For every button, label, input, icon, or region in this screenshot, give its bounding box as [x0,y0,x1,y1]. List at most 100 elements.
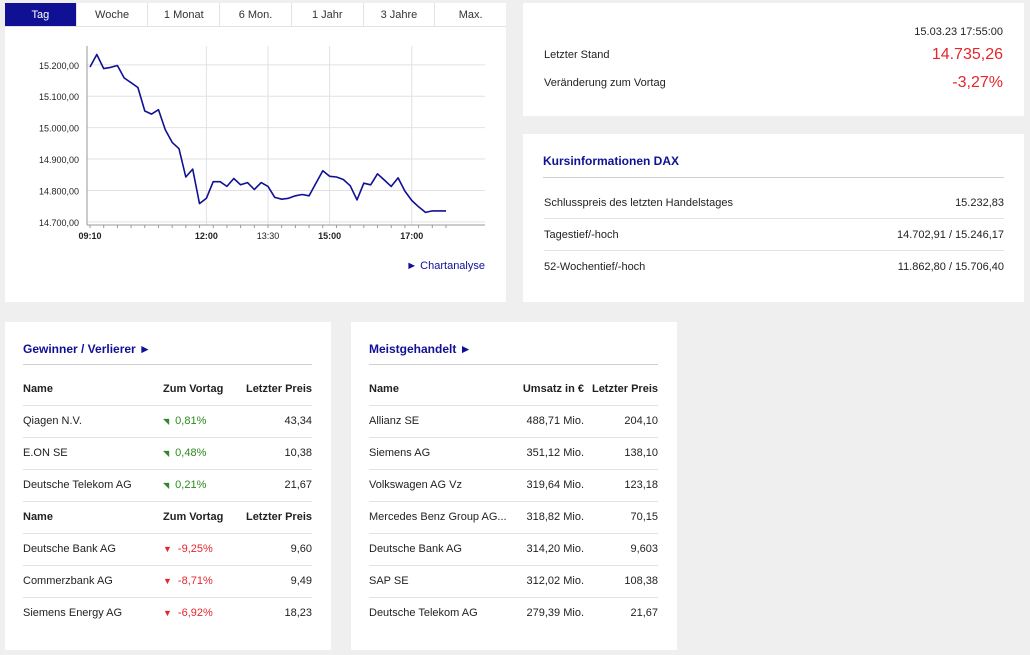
table-row[interactable]: Siemens Energy AG ▼ -6,92% 18,23 [23,597,312,629]
price-cell: 21,67 [630,607,658,620]
price-line [89,53,446,214]
x-tick-label: 09:10 [78,231,101,241]
price-cell: 9,60 [238,533,312,566]
title-divider [23,364,312,365]
table-header-row: Name Zum Vortag Letzter Preis [23,373,312,406]
tab-1-year[interactable]: 1 Jahr [292,3,364,26]
price-cell: 108,38 [584,565,658,598]
timeframe-tabs: Tag Woche 1 Monat 6 Mon. 1 Jahr 3 Jahre … [5,3,506,27]
y-tick-label: 15.100,00 [39,92,79,102]
arrow-up-icon: ◥ [163,449,170,458]
volume-cell: 318,82 Mio. [509,501,584,534]
x-tick-label: 17:00 [400,231,423,241]
chartanalyse-link[interactable]: ► Chartanalyse [406,260,485,272]
last-value: 14.735,26 [931,46,1003,63]
col-header-price: Letzter Preis [238,501,312,534]
table-row[interactable]: Allianz SE 488,71 Mio. 204,10 [369,405,658,438]
quote-timestamp: 15.03.23 17:55:00 [914,26,1003,38]
info-row-label: 52-Wochentief/-hoch [544,261,646,273]
most-traded-table: Name Umsatz in € Letzter Preis Allianz S… [369,373,658,629]
stock-name[interactable]: Allianz SE [369,405,509,438]
change-value: 0,48% [175,447,207,459]
change-cell: ▼ -9,25% [163,533,238,566]
info-row-label: Schlusspreis des letzten Handelstages [544,196,733,209]
table-row[interactable]: Commerzbank AG ▼ -8,71% 9,49 [23,565,312,598]
stock-name[interactable]: Deutsche Bank AG [369,533,509,566]
stock-name[interactable]: E.ON SE [23,437,163,470]
tab-week[interactable]: Woche [77,3,149,26]
change-value: -8,71% [177,575,213,587]
tab-day[interactable]: Tag [5,3,77,26]
info-row: Schlusspreis des letzten Handelstages 15… [544,187,1004,219]
arrow-up-icon: ◥ [163,417,170,426]
col-header-name: Name [23,373,163,406]
y-tick-label: 15.200,00 [39,61,79,71]
stock-name[interactable]: Siemens AG [369,437,509,470]
y-tick-label: 14.900,00 [39,155,79,165]
intraday-chart: 15.200,00 15.100,00 15.000,00 14.900,00 14.8… [39,46,485,241]
change-value: 0,81% [175,415,207,427]
table-header-row: Name Zum Vortag Letzter Preis [23,501,312,534]
tab-1-month[interactable]: 1 Monat [148,3,221,26]
tab-3-years[interactable]: 3 Jahre [364,3,436,26]
gainers-losers-title[interactable]: Gewinner / Verlierer ► [23,342,151,356]
volume-cell: 314,20 Mio. [509,533,584,566]
stock-name[interactable]: Volkswagen AG Vz [369,469,509,502]
change-value: 0,21% [175,479,207,491]
change-value: -3,27% [952,74,1003,91]
table-header-row: Name Umsatz in € Letzter Preis [369,373,658,406]
col-header-price: Letzter Preis [238,373,312,406]
most-traded-title[interactable]: Meistgehandelt ► [369,342,472,356]
col-header-change: Zum Vortag [163,501,238,534]
table-row[interactable]: E.ON SE ◥ 0,48% 10,38 [23,437,312,470]
table-row[interactable]: Siemens AG 351,12 Mio. 138,10 [369,437,658,470]
col-header-name: Name [23,501,163,534]
x-tick-label: 13:30 [257,231,280,241]
info-row: 52-Wochentief/-hoch 11.862,80 / 15.706,4… [544,251,1004,283]
col-header-volume: Umsatz in € [509,373,584,406]
table-row[interactable]: Mercedes Benz Group AG... 318,82 Mio. 70… [369,501,658,534]
table-row[interactable]: SAP SE 312,02 Mio. 108,38 [369,565,658,598]
stock-name[interactable]: SAP SE [369,565,509,598]
change-cell: ◥ 0,81% [163,405,238,438]
tab-max[interactable]: Max. [458,8,483,21]
y-tick-label: 14.800,00 [39,186,79,196]
volume-cell: 279,39 Mio. [526,607,584,620]
quote-panel: 15.03.23 17:55:00 Letzter Stand 14.735,2… [523,3,1024,116]
price-cell: 9,49 [238,565,312,598]
stock-name[interactable]: Siemens Energy AG [23,607,123,620]
price-cell: 70,15 [584,501,658,534]
volume-cell: 351,12 Mio. [509,437,584,470]
last-value-label: Letzter Stand [544,49,610,61]
volume-cell: 488,71 Mio. [509,405,584,438]
col-header-price: Letzter Preis [584,373,658,406]
table-row[interactable]: Deutsche Telekom AG ◥ 0,21% 21,67 [23,469,312,502]
tab-6-months[interactable]: 6 Mon. [220,3,292,26]
y-tick-label: 14.700,00 [39,218,79,228]
change-cell: ◥ 0,48% [163,437,238,470]
title-divider [369,364,658,365]
stock-name[interactable]: Qiagen N.V. [23,405,163,438]
table-row[interactable]: Qiagen N.V. ◥ 0,81% 43,34 [23,405,312,438]
arrow-up-icon: ◥ [163,481,170,490]
title-divider [543,177,1004,178]
change-cell: ▼ -6,92% [163,597,238,629]
stock-name[interactable]: Deutsche Telekom AG [23,469,163,502]
stock-name[interactable]: Deutsche Telekom AG [369,607,478,620]
table-row[interactable]: Deutsche Bank AG 314,20 Mio. 9,603 [369,533,658,566]
most-traded-panel: Meistgehandelt ► Name Umsatz in € Letzte… [351,322,677,650]
price-cell: 204,10 [584,405,658,438]
info-title: Kursinformationen DAX [543,154,680,168]
arrow-down-icon: ▼ [163,608,172,619]
x-tick-label: 15:00 [318,231,341,241]
stock-name[interactable]: Mercedes Benz Group AG... [369,501,509,534]
stock-name[interactable]: Deutsche Bank AG [23,533,163,566]
col-header-name: Name [369,373,509,406]
price-cell: 43,34 [238,405,312,438]
table-row[interactable]: Deutsche Bank AG ▼ -9,25% 9,60 [23,533,312,566]
table-row[interactable]: Volkswagen AG Vz 319,64 Mio. 123,18 [369,469,658,502]
arrow-down-icon: ▼ [163,544,172,554]
table-row[interactable]: Deutsche Telekom AG 279,39 Mio. 21,67 [369,597,658,629]
stock-name[interactable]: Commerzbank AG [23,565,163,598]
gainers-losers-panel: Gewinner / Verlierer ► Name Zum Vortag L… [5,322,331,650]
